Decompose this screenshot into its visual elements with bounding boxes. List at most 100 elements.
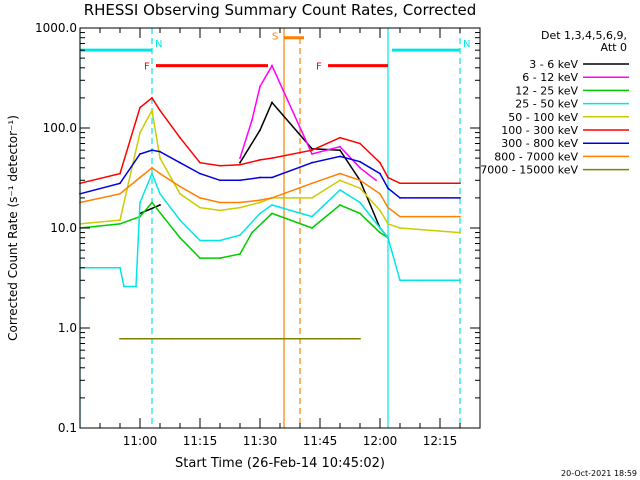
flag-label-n-0: N bbox=[155, 39, 162, 50]
data-point-12-25-kev-6 bbox=[219, 257, 221, 260]
data-point-300-800-kev-9 bbox=[259, 176, 261, 179]
data-point-100-300-kev-13 bbox=[359, 142, 361, 145]
data-point-800-7000-kev-14 bbox=[379, 192, 381, 195]
data-point-800-7000-kev-11 bbox=[311, 182, 313, 185]
data-point-800-7000-kev-17 bbox=[459, 215, 461, 218]
data-point-800-7000-kev-7 bbox=[219, 201, 221, 204]
data-point-25-50-kev-13 bbox=[311, 215, 313, 218]
data-point-800-7000-kev-1 bbox=[119, 192, 121, 195]
data-point-800-7000-kev-12 bbox=[339, 172, 341, 175]
data-point-7000-15000-kev-6 bbox=[359, 337, 361, 340]
data-point-50-100-kev-15 bbox=[387, 222, 389, 225]
chart-title: RHESSI Observing Summary Count Rates, Co… bbox=[84, 1, 477, 19]
legend-label-50-100-kev: 50 - 100 keV bbox=[508, 111, 578, 124]
flag-label-s-4: S bbox=[272, 32, 278, 43]
generation-timestamp: 20-Oct-2021 18:59 bbox=[561, 469, 637, 478]
data-point-25-50-kev-15 bbox=[359, 201, 361, 204]
data-point-25-50-kev-3 bbox=[135, 285, 137, 288]
legend-label-100-300-kev: 100 - 300 keV bbox=[501, 124, 578, 137]
series-line-50-100-kev bbox=[79, 108, 461, 234]
data-point-7000-15000-kev-4 bbox=[319, 337, 321, 340]
data-point-300-800-kev-10 bbox=[271, 176, 273, 179]
legend-label-7000-15000-kev: 7000 - 15000 keV bbox=[480, 164, 578, 177]
data-point-25-50-kev-9 bbox=[219, 239, 221, 242]
flag-label-f-3: F bbox=[316, 62, 322, 73]
legend-label-3-6-kev: 3 - 6 keV bbox=[529, 58, 578, 71]
data-point-6-12-kev-5 bbox=[339, 145, 341, 148]
data-point-100-300-kev-6 bbox=[199, 161, 201, 164]
axes: 0.1 1.0 10.0 100.0 1000.0 11:00 11:15 11:30 11:4… bbox=[35, 21, 481, 448]
legend-label-12-25-kev: 12 - 25 keV bbox=[515, 84, 578, 97]
data-point-800-7000-kev-5 bbox=[179, 185, 181, 188]
data-point-25-50-kev-6 bbox=[159, 192, 161, 195]
data-point-50-100-kev-17 bbox=[459, 231, 461, 234]
data-point-12-25-kev-13 bbox=[379, 231, 381, 234]
data-point-100-300-kev-10 bbox=[271, 157, 273, 160]
data-point-25-50-kev-10 bbox=[239, 234, 241, 236]
data-point-25-50-kev-7 bbox=[179, 219, 181, 221]
data-point-300-800-kev-17 bbox=[459, 196, 461, 199]
y-tick-label-2: 10.0 bbox=[50, 221, 77, 235]
y-tick-label-0: 0.1 bbox=[58, 421, 77, 435]
data-point-6-12-kev-7 bbox=[375, 179, 377, 182]
data-point-50-100-kev-12 bbox=[339, 179, 341, 182]
data-point-3-6-kev-7 bbox=[271, 101, 273, 104]
series-line-6-12-kev bbox=[239, 64, 377, 181]
data-point-100-300-kev-11 bbox=[311, 149, 313, 152]
x-axis-label: Start Time (26-Feb-14 10:45:02) bbox=[175, 456, 385, 471]
data-point-25-50-kev-8 bbox=[199, 239, 201, 242]
data-point-12-25-kev-12 bbox=[359, 212, 361, 215]
data-point-25-50-kev-2 bbox=[123, 285, 125, 288]
data-point-25-50-kev-5 bbox=[151, 172, 153, 175]
data-point-300-800-kev-2 bbox=[139, 153, 141, 155]
data-point-800-7000-kev-16 bbox=[399, 215, 401, 218]
data-point-25-50-kev-19 bbox=[419, 279, 421, 282]
data-point-300-800-kev-16 bbox=[399, 196, 401, 199]
series-line-800-7000-kev bbox=[79, 166, 460, 218]
data-point-300-800-kev-11 bbox=[311, 161, 313, 164]
x-tick-label-5: 12:15 bbox=[423, 434, 458, 448]
data-point-7000-15000-kev-5 bbox=[339, 337, 341, 340]
data-point-50-100-kev-11 bbox=[311, 196, 313, 199]
data-point-800-7000-kev-15 bbox=[387, 206, 389, 209]
data-point-6-12-kev-0 bbox=[239, 157, 241, 160]
data-point-300-800-kev-3 bbox=[151, 149, 153, 152]
data-point-50-100-kev-9 bbox=[259, 201, 261, 204]
data-point-12-25-kev-8 bbox=[251, 231, 253, 234]
data-point-50-100-kev-7 bbox=[219, 209, 221, 212]
data-point-7000-15000-kev-0 bbox=[119, 337, 121, 340]
data-point-12-25-kev-9 bbox=[271, 212, 273, 215]
y-axis-label: Corrected Count Rate (s⁻¹ detector⁻¹) bbox=[6, 115, 20, 341]
data-point-100-300-kev-12 bbox=[339, 136, 341, 139]
data-point-100-300-kev-15 bbox=[387, 176, 389, 179]
data-point-800-7000-kev-8 bbox=[239, 201, 241, 204]
data-point-3-6-kev-5 bbox=[239, 161, 241, 164]
series-line-100-300-kev bbox=[79, 96, 460, 185]
data-point-800-7000-kev-3 bbox=[151, 166, 153, 169]
data-point-50-100-kev-4 bbox=[159, 157, 161, 160]
data-point-100-300-kev-5 bbox=[179, 136, 181, 139]
data-point-6-12-kev-2 bbox=[259, 85, 261, 88]
data-point-12-25-kev-7 bbox=[239, 253, 241, 255]
data-point-50-100-kev-8 bbox=[239, 206, 241, 209]
data-point-300-800-kev-13 bbox=[359, 160, 361, 163]
data-point-300-800-kev-12 bbox=[339, 155, 341, 158]
data-point-6-12-kev-1 bbox=[251, 119, 253, 121]
x-tick-label-4: 12:00 bbox=[363, 434, 398, 448]
data-point-800-7000-kev-2 bbox=[139, 176, 141, 179]
data-point-25-50-kev-11 bbox=[259, 212, 261, 215]
data-point-50-100-kev-2 bbox=[139, 131, 141, 134]
plot-area: N N F F S bbox=[79, 28, 470, 428]
data-point-100-300-kev-17 bbox=[459, 182, 461, 185]
data-point-50-100-kev-1 bbox=[119, 219, 121, 221]
data-point-25-50-kev-20 bbox=[459, 279, 461, 282]
legend-label-25-50-kev: 25 - 50 keV bbox=[515, 98, 578, 111]
data-point-6-12-kev-4 bbox=[311, 153, 313, 155]
data-point-25-50-kev-12 bbox=[271, 204, 273, 206]
y-tick-label-1: 1.0 bbox=[58, 321, 77, 335]
data-point-300-800-kev-14 bbox=[379, 172, 381, 175]
y-tick-label-3: 100.0 bbox=[43, 121, 77, 135]
series-line-300-800-kev bbox=[79, 149, 460, 199]
data-point-12-25-kev-4 bbox=[179, 236, 181, 239]
